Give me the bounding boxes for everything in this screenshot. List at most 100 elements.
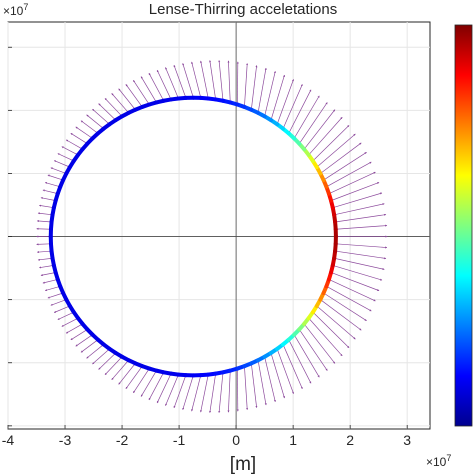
- acceleration-vector: [92, 108, 110, 125]
- acceleration-vector: [323, 152, 367, 181]
- acceleration-vector: [199, 374, 209, 413]
- acceleration-vector: [312, 311, 350, 348]
- acceleration-vector: [61, 317, 79, 327]
- acceleration-vector: [125, 365, 143, 390]
- acceleration-vector: [298, 329, 328, 371]
- acceleration-vector: [98, 103, 116, 121]
- acceleration-vector: [70, 133, 88, 144]
- acceleration-vector: [332, 265, 383, 281]
- acceleration-vector: [308, 116, 343, 156]
- acceleration-vector: [335, 250, 387, 260]
- acceleration-vector: [312, 125, 350, 162]
- acceleration-vector: [36, 250, 52, 254]
- x-tick-label: 3: [403, 432, 411, 448]
- acceleration-vector: [264, 70, 276, 117]
- acceleration-vector: [328, 171, 376, 194]
- acceleration-vector: [332, 192, 383, 209]
- acceleration-vector: [282, 84, 303, 129]
- acceleration-vector: [308, 317, 343, 357]
- x-tick-label: 0: [232, 432, 240, 448]
- acceleration-vector: [148, 72, 165, 101]
- acceleration-vector: [148, 372, 165, 401]
- acceleration-vector: [156, 373, 172, 404]
- acceleration-vector: [303, 109, 336, 150]
- acceleration-vector: [140, 370, 157, 397]
- acceleration-vector: [326, 161, 372, 188]
- acceleration-vector: [36, 227, 51, 230]
- acceleration-vector: [250, 65, 258, 110]
- x-tick-label: -3: [59, 432, 72, 448]
- acceleration-vector: [316, 305, 356, 340]
- acceleration-vector: [42, 189, 58, 194]
- acceleration-vector: [104, 356, 123, 375]
- acceleration-vector: [288, 339, 312, 384]
- acceleration-vector: [44, 182, 61, 188]
- acceleration-vector: [182, 375, 194, 411]
- acceleration-vector: [57, 153, 74, 162]
- x-exponent-label: ×107: [426, 453, 451, 469]
- acceleration-vector: [244, 63, 249, 107]
- x-exponent-power: 7: [446, 453, 451, 463]
- acceleration-vector: [334, 203, 385, 216]
- acceleration-vector: [244, 366, 249, 411]
- acceleration-vector: [36, 219, 52, 223]
- acceleration-vector: [53, 305, 71, 313]
- acceleration-vector: [335, 243, 388, 249]
- acceleration-vector: [53, 160, 71, 168]
- acceleration-vector: [61, 146, 79, 156]
- acceleration-vector: [209, 60, 216, 100]
- acceleration-vector: [288, 89, 312, 134]
- acceleration-vector: [328, 279, 376, 302]
- acceleration-vector: [298, 102, 328, 144]
- acceleration-vector: [75, 334, 93, 347]
- x-tick-label: 1: [289, 432, 297, 448]
- acceleration-vector: [47, 292, 64, 299]
- acceleration-vector: [40, 272, 56, 277]
- acceleration-vector: [80, 120, 99, 134]
- acceleration-vector: [165, 67, 179, 99]
- acceleration-vector: [191, 61, 202, 98]
- plot-area: [7, 21, 431, 430]
- tick-layer: -4 -3 -2 -1 0 1 2 3: [2, 46, 411, 448]
- acceleration-vector: [335, 213, 387, 223]
- acceleration-vector: [227, 60, 231, 103]
- acceleration-vector: [334, 257, 385, 271]
- x-tick-label: -2: [116, 432, 129, 448]
- acceleration-vector: [218, 60, 224, 101]
- acceleration-vector: [209, 373, 216, 413]
- acceleration-vector: [47, 174, 64, 181]
- acceleration-vector: [335, 224, 388, 230]
- acceleration-vector: [50, 299, 67, 306]
- acceleration-vector: [92, 348, 110, 365]
- acceleration-vector: [42, 279, 58, 284]
- acceleration-vector: [86, 344, 104, 359]
- acceleration-vector: [111, 93, 129, 114]
- acceleration-vector: [65, 139, 83, 150]
- acceleration-vector: [104, 98, 123, 117]
- acceleration-vector: [326, 285, 372, 312]
- acceleration-vector: [36, 243, 51, 246]
- acceleration-vector: [330, 272, 380, 291]
- acceleration-vector: [320, 299, 362, 331]
- y-exponent-base: ×10: [3, 4, 24, 18]
- acceleration-vector: [50, 167, 67, 174]
- acceleration-vector: [320, 142, 362, 174]
- acceleration-vector: [270, 74, 285, 121]
- x-exponent-base: ×10: [426, 455, 447, 469]
- acceleration-vector: [227, 370, 231, 413]
- x-tick-label: -4: [2, 432, 15, 448]
- acceleration-vector: [39, 265, 54, 269]
- acceleration-vector: [156, 69, 172, 100]
- acceleration-vector: [118, 363, 136, 385]
- acceleration-vector: [303, 323, 336, 364]
- acceleration-vector: [86, 114, 104, 129]
- acceleration-vector: [133, 80, 150, 105]
- acceleration-vector: [173, 64, 187, 99]
- acceleration-vector: [39, 204, 54, 209]
- acceleration-vector: [270, 352, 285, 399]
- acceleration-vector: [133, 368, 150, 394]
- orbit-path: [48, 95, 338, 378]
- x-axis-label: [m]: [230, 454, 256, 474]
- acceleration-vector: [282, 344, 303, 390]
